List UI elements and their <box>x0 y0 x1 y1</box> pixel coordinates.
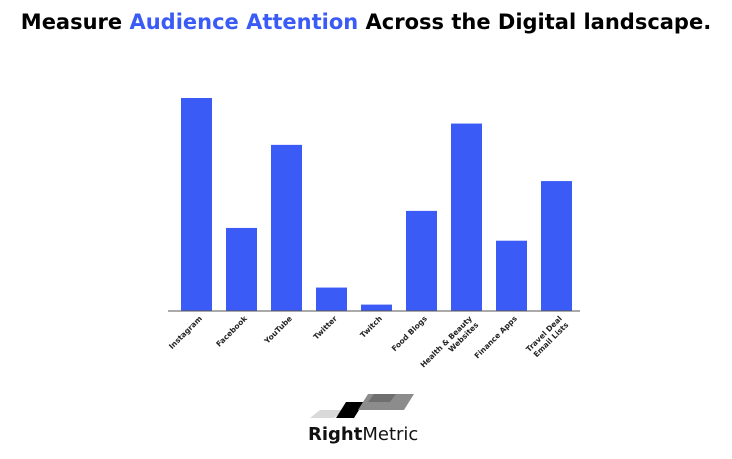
title-part-1: Measure <box>20 10 130 34</box>
bar-chart: Instagram Facebook YouTube Twitter Twitch Foo… <box>167 98 580 376</box>
page-title: Measure Audience Attention Across the Di… <box>0 10 732 34</box>
tick-label-5: Food Blogs <box>390 314 430 354</box>
bars-group <box>181 98 572 311</box>
title-part-2: Across the Digital landscape. <box>358 10 712 34</box>
tick-label-8: Travel DealEmail Lists <box>524 314 570 360</box>
tick-label-3-line-0: Twitter <box>312 314 340 342</box>
bar-0 <box>181 98 212 311</box>
logo-word-bold: Right <box>308 424 363 445</box>
tick-label-7-line-0: Finance Apps <box>473 314 520 361</box>
bar-7 <box>496 240 527 311</box>
bar-2 <box>271 144 302 311</box>
tick-label-2-line-0: YouTube <box>262 314 294 346</box>
tick-label-3: Twitter <box>312 314 340 342</box>
tick-label-1-line-0: Facebook <box>214 313 249 348</box>
logo-wordmark: RightMetric <box>308 424 428 445</box>
bar-1 <box>226 227 257 311</box>
tick-label-1: Facebook <box>214 313 249 348</box>
rightmetric-logo-icon <box>310 394 414 418</box>
bar-8 <box>541 181 572 311</box>
tick-label-4: Twitch <box>358 314 384 340</box>
title-highlight: Audience Attention <box>129 10 359 34</box>
tick-label-5-line-0: Food Blogs <box>390 314 430 354</box>
tick-labels-group: Instagram Facebook YouTube Twitter Twitch Foo… <box>167 313 571 376</box>
bar-4 <box>361 304 392 311</box>
tick-label-7: Finance Apps <box>473 314 520 361</box>
tick-label-4-line-0: Twitch <box>358 314 384 340</box>
bar-5 <box>406 210 437 311</box>
bar-3 <box>316 287 347 311</box>
tick-label-2: YouTube <box>262 314 294 346</box>
tick-label-0: Instagram <box>167 314 204 351</box>
logo-word-regular: Metric <box>362 424 419 445</box>
tick-label-0-line-0: Instagram <box>167 314 204 351</box>
tick-label-6: Health & BeautyWebsites <box>418 314 480 376</box>
bar-6 <box>451 123 482 311</box>
